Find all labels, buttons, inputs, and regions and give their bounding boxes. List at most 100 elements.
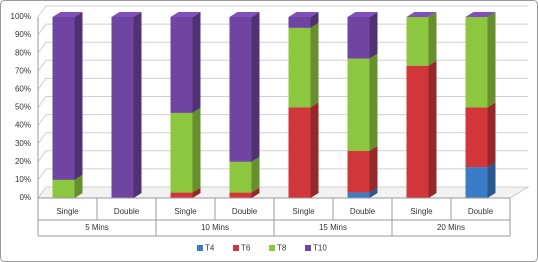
x-tick-label: Single [174, 207, 197, 216]
y-tick-label: 60% [15, 85, 31, 94]
bar-segment [347, 12, 378, 59]
bar-side [251, 156, 260, 193]
bar-segment [288, 102, 319, 198]
bar-segment [406, 12, 437, 66]
y-tick-label: 10% [15, 175, 31, 184]
bar-segment [465, 12, 496, 108]
bar-front [170, 192, 193, 198]
bar-segment [465, 102, 496, 168]
bar-segment [465, 162, 496, 198]
bar-segment [288, 12, 319, 28]
bar-front [347, 150, 370, 193]
bar-front [465, 107, 488, 168]
x-tick-label: Double [232, 207, 258, 216]
bar-segment [52, 12, 83, 180]
bar-top [465, 12, 496, 17]
y-tick-label: 20% [15, 157, 31, 166]
legend-label: T10 [313, 244, 327, 253]
bar-front [111, 17, 134, 198]
group-label: 20 Mins [437, 223, 465, 232]
grid-line [37, 5, 528, 18]
bar-top [229, 12, 260, 17]
legend-label: T4 [205, 244, 215, 253]
bar-segment [288, 22, 319, 108]
bar-front [406, 65, 429, 199]
x-tick-label: Single [410, 207, 433, 216]
bar-side [369, 187, 378, 198]
legend-label: T6 [241, 244, 251, 253]
bar-front [52, 17, 75, 180]
bar-segment [465, 12, 496, 17]
bar-side [251, 187, 260, 198]
bar-side [192, 12, 201, 113]
bar-front [170, 112, 193, 193]
group-label: 5 Mins [85, 223, 109, 232]
bar-front [406, 17, 429, 66]
bar-segment [406, 12, 437, 17]
bar-side [74, 174, 83, 198]
bar-side [369, 145, 378, 193]
bar-segment [347, 145, 378, 193]
y-tick-label: 100% [11, 12, 31, 21]
legend-swatch [305, 245, 311, 251]
x-tick-label: Single [292, 207, 315, 216]
x-tick-label: Double [114, 207, 140, 216]
bar-side [428, 12, 437, 66]
y-tick-label: 70% [15, 66, 31, 75]
y-tick-label: 90% [15, 30, 31, 39]
bar-front [288, 107, 311, 198]
bar-side [487, 12, 496, 108]
y-tick-label: 30% [15, 139, 31, 148]
bar-segment [229, 12, 260, 162]
y-tick-label: 40% [15, 121, 31, 130]
bar-side [310, 102, 319, 198]
bar-side [487, 102, 496, 168]
bar-side [74, 12, 83, 180]
bar-side [310, 22, 319, 108]
bar-segment [170, 107, 201, 193]
legend-swatch [269, 245, 275, 251]
legend-swatch [233, 245, 239, 251]
bar-side [192, 107, 201, 193]
bar-front [347, 17, 370, 59]
bar-segment [406, 60, 437, 199]
bar-top [347, 12, 378, 17]
legend-label: T8 [277, 244, 287, 253]
bar-top [288, 12, 319, 17]
bar-front [170, 17, 193, 113]
bar-top [406, 12, 437, 17]
bar-front [465, 17, 488, 108]
group-label: 10 Mins [201, 223, 229, 232]
bar-side [192, 187, 201, 198]
y-tick-label: 50% [15, 103, 31, 112]
bar-front [229, 192, 252, 198]
y-tick-label: 80% [15, 48, 31, 57]
bar-front [347, 192, 370, 198]
bar-front [288, 27, 311, 108]
bar-front [347, 58, 370, 151]
bar-segment [229, 156, 260, 193]
bar-side [428, 60, 437, 199]
bar-front [229, 161, 252, 193]
bar-front [465, 167, 488, 198]
bar-segment [111, 12, 142, 198]
group-label: 15 Mins [319, 223, 347, 232]
bar-top [52, 12, 83, 17]
bar-top [170, 12, 201, 17]
bar-side [251, 12, 260, 162]
x-tick-label: Single [56, 207, 79, 216]
bar-side [369, 12, 378, 59]
bar-side [310, 12, 319, 28]
y-tick-label: 0% [19, 193, 31, 202]
bar-segment [347, 53, 378, 151]
bar-side [487, 162, 496, 198]
bar-side [369, 53, 378, 151]
bar-front [288, 17, 311, 28]
bar-front [52, 179, 75, 198]
bar-front [229, 17, 252, 162]
x-tick-label: Double [468, 207, 494, 216]
bar-side [133, 12, 142, 198]
legend-swatch [197, 245, 203, 251]
bar-segment [170, 12, 201, 113]
